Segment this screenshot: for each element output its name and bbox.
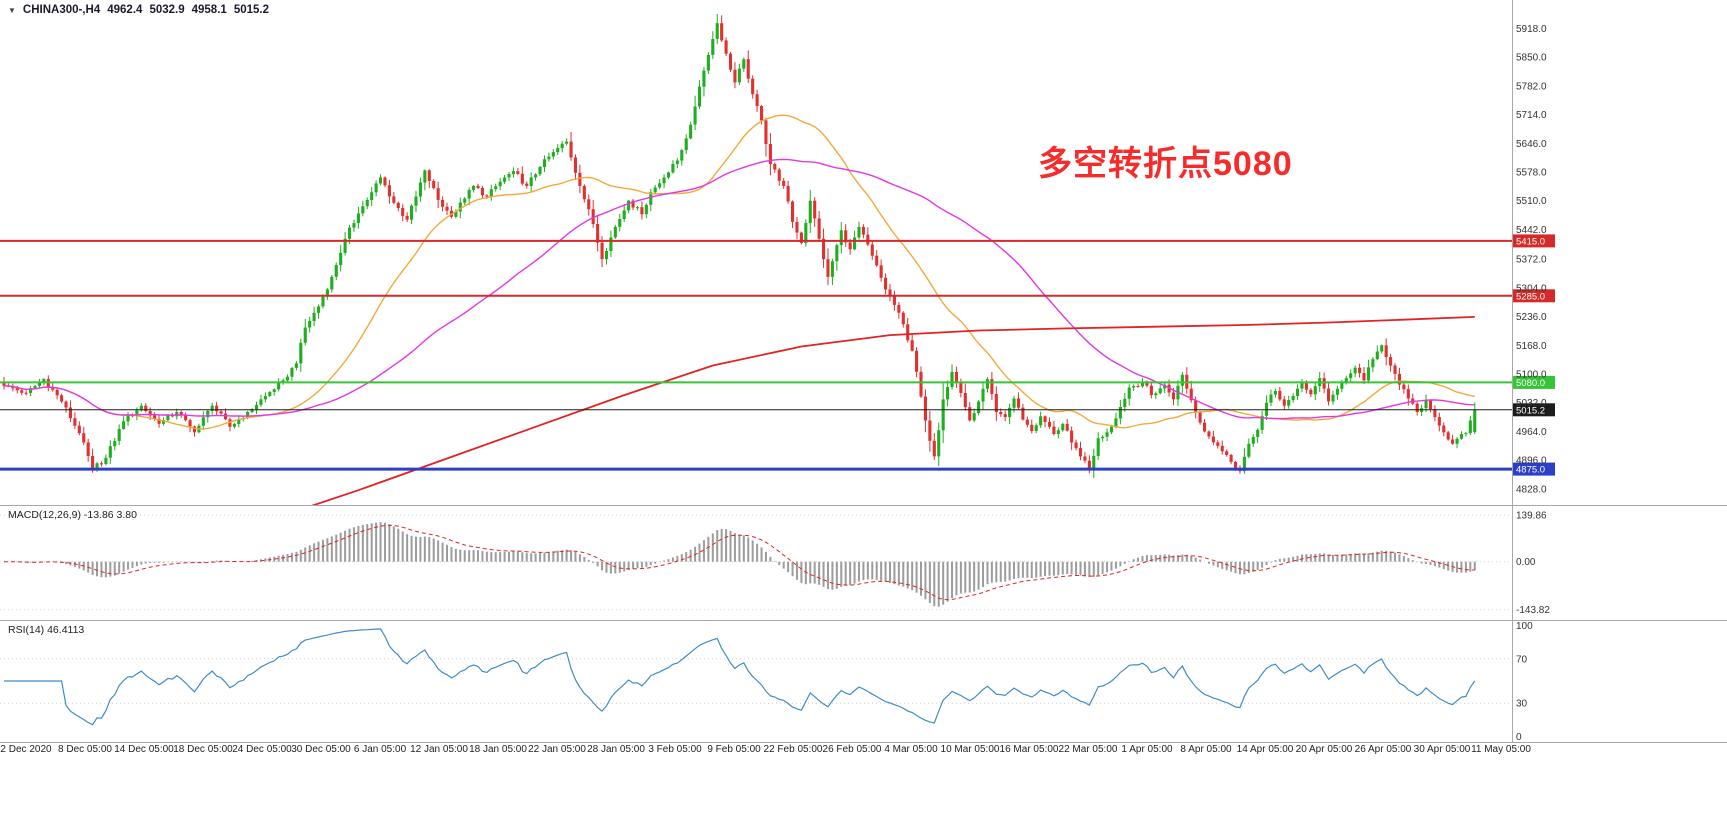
symbol-period-label: CHINA300-,H4 <box>22 4 101 16</box>
price-axis-label: 5782.0 <box>1516 81 1547 92</box>
price-axis-label: 5304.0 <box>1516 283 1547 294</box>
time-axis-label: 30 Dec 05:00 <box>291 744 351 755</box>
macd-signal-line <box>4 524 1475 601</box>
level-price-badge <box>1513 462 1555 476</box>
low-value: 4958.1 <box>191 4 227 16</box>
macd-axis-label: 139.86 <box>1516 511 1547 522</box>
time-axis-label: 18 Dec 05:00 <box>173 744 233 755</box>
chart-title-bar: ▼ CHINA300-,H4 4962.4 5032.9 4958.1 5015… <box>8 4 269 16</box>
price-axis-label: 5714.0 <box>1516 110 1547 121</box>
rsi-axis-label: 30 <box>1516 699 1528 710</box>
symbol-marker-icon: ▼ <box>8 5 16 15</box>
time-axis-label: 1 Apr 05:00 <box>1121 744 1173 755</box>
price-axis-label: 5646.0 <box>1516 139 1547 150</box>
time-axis-label: 6 Jan 05:00 <box>354 744 407 755</box>
rsi-line <box>4 628 1476 726</box>
time-axis-label: 16 Mar 05:00 <box>1000 744 1059 755</box>
axes-layer: 5415.0 5285.0 5080.0 4875.0 5015.2 5918.0 5850… <box>0 0 1727 743</box>
price-axis-label: 5442.0 <box>1516 225 1547 236</box>
close-value: 5015.2 <box>233 4 269 16</box>
time-axis-label: 4 Mar 05:00 <box>884 744 938 755</box>
price-axis-label: 5168.0 <box>1516 341 1547 352</box>
level-price-badge <box>1513 289 1555 303</box>
level-price-badge-text: 5080.0 <box>1516 378 1545 389</box>
time-axis-label: 26 Apr 05:00 <box>1355 744 1412 755</box>
rsi-axis-label: 70 <box>1516 654 1528 665</box>
ma-slow-line <box>311 316 1475 505</box>
time-axis-label: 14 Dec 05:00 <box>114 744 174 755</box>
open-value: 4962.4 <box>107 4 143 16</box>
price-axis-label: 4828.0 <box>1516 484 1547 495</box>
price-axis-label: 5578.0 <box>1516 168 1547 179</box>
time-axis-label: 9 Feb 05:00 <box>707 744 761 755</box>
time-axis-label: 12 Jan 05:00 <box>410 744 468 755</box>
time-axis-label: 22 Jan 05:00 <box>528 744 586 755</box>
annotation-text[interactable]: 多空转折点5080 <box>1038 145 1293 183</box>
high-value: 5032.9 <box>149 4 185 16</box>
price-axis-label: 5918.0 <box>1516 24 1547 35</box>
main-price-pane[interactable] <box>0 14 1512 520</box>
time-axis-label: 18 Jan 05:00 <box>469 744 527 755</box>
price-axis-label: 5032.0 <box>1516 398 1547 409</box>
time-axis-label: 24 Dec 05:00 <box>232 744 292 755</box>
level-price-badge-text: 5015.2 <box>1516 405 1545 416</box>
chart-canvas[interactable]: 5415.0 5285.0 5080.0 4875.0 5015.2 5918.0 5850… <box>0 0 1727 762</box>
time-axis-label: 8 Apr 05:00 <box>1180 744 1232 755</box>
price-axis-label: 5510.0 <box>1516 196 1547 207</box>
time-axis[interactable]: 2 Dec 2020 8 Dec 05:00 14 Dec 05:00 18 Dec … <box>0 744 1531 755</box>
level-price-badge-text: 5415.0 <box>1516 236 1545 247</box>
level-price-badge <box>1513 375 1555 389</box>
time-axis-label: 3 Feb 05:00 <box>648 744 702 755</box>
time-axis-label: 30 Apr 05:00 <box>1414 744 1471 755</box>
price-axis-label: 5236.0 <box>1516 312 1547 323</box>
time-axis-label: 14 Apr 05:00 <box>1237 744 1294 755</box>
time-axis-label: 20 Apr 05:00 <box>1296 744 1353 755</box>
time-axis-label: 11 May 05:00 <box>1471 744 1531 755</box>
price-axis-label: 5850.0 <box>1516 53 1547 64</box>
macd-axis-label: 0.00 <box>1516 557 1536 568</box>
price-axis-label: 5372.0 <box>1516 255 1547 266</box>
macd-axis-label: -143.82 <box>1516 605 1550 616</box>
time-axis-label: 2 Dec 2020 <box>0 744 52 755</box>
time-axis-label: 8 Dec 05:00 <box>58 744 112 755</box>
level-price-badge-text: 4875.0 <box>1516 465 1545 476</box>
ma-mid-line <box>3 158 1475 420</box>
rsi-axis-label: 0 <box>1516 732 1522 743</box>
price-axis-label: 4964.0 <box>1516 427 1547 438</box>
time-axis-label: 22 Mar 05:00 <box>1059 744 1118 755</box>
macd-indicator-label: MACD(12,26,9) -13.86 3.80 <box>8 509 137 521</box>
level-price-badge-text: 5285.0 <box>1516 291 1545 302</box>
level-price-badge <box>1513 403 1555 417</box>
time-axis-label: 26 Feb 05:00 <box>823 744 882 755</box>
price-axis-label: 5100.0 <box>1516 370 1547 381</box>
time-axis-label: 22 Feb 05:00 <box>764 744 823 755</box>
price-axis-label: 4896.0 <box>1516 456 1547 467</box>
time-axis-label: 28 Jan 05:00 <box>587 744 645 755</box>
rsi-pane[interactable] <box>0 628 1512 726</box>
macd-pane[interactable] <box>0 514 1512 611</box>
rsi-indicator-label: RSI(14) 46.4113 <box>8 624 85 636</box>
level-price-badge <box>1513 234 1555 248</box>
time-axis-label: 10 Mar 05:00 <box>941 744 1000 755</box>
candles-layer <box>2 14 1477 479</box>
rsi-axis-label: 100 <box>1516 621 1533 632</box>
